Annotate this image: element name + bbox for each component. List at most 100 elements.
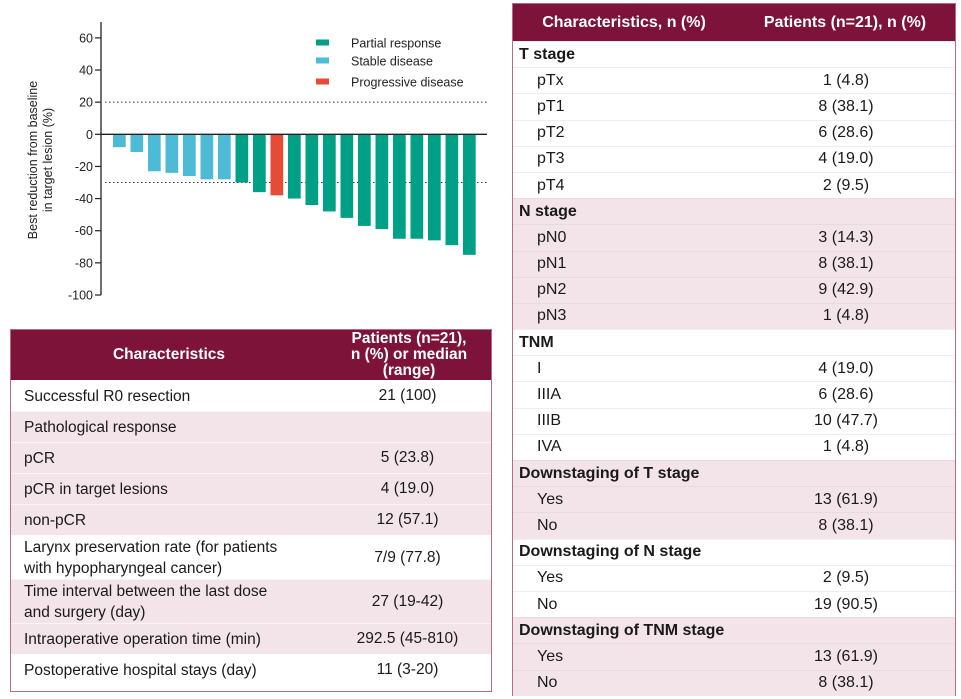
- legend-swatch: [316, 57, 329, 64]
- table-row: pCR 5 (23.8): [11, 442, 491, 473]
- y-tick-label: 60: [79, 31, 93, 45]
- section-label: Downstaging of T stage: [519, 464, 700, 482]
- row-value: 1 (4.8): [822, 71, 870, 89]
- bar: [410, 134, 424, 239]
- row-label: IIIA: [537, 386, 562, 404]
- table-row: pT2 6 (28.6): [513, 119, 955, 146]
- y-axis-label-line-1: Best reduction from baseline: [26, 81, 40, 239]
- table-row: Yes 13 (61.9): [513, 643, 955, 670]
- row-value: 2 (9.5): [822, 176, 870, 194]
- bar: [253, 134, 266, 193]
- table-row: Yes 13 (61.9): [513, 486, 955, 513]
- row-label: pT2: [537, 124, 565, 142]
- table-row: No 19 (90.5): [513, 590, 955, 617]
- table-row: IIIB 10 (47.7): [513, 407, 955, 434]
- table-row: pN3 1 (4.8): [513, 302, 955, 330]
- legend-swatch: [316, 78, 329, 85]
- section-label: Downstaging of TNM stage: [519, 621, 725, 639]
- row-value: 3 (14.3): [818, 228, 874, 246]
- section-header-row: T stage: [513, 41, 955, 67]
- row-value: 10 (47.7): [813, 412, 879, 430]
- table-row: IVA 1 (4.8): [513, 433, 955, 460]
- header-patients: Patients (n=21), n (%): [763, 13, 927, 31]
- row-label-line-1: Successful R0 resection: [24, 387, 191, 405]
- table-row: Yes 2 (9.5): [513, 564, 955, 591]
- row-label-line-1: pCR: [24, 449, 56, 467]
- row-label: IVA: [537, 438, 562, 456]
- row-value: 292.5 (45-810): [356, 630, 459, 647]
- y-tick-label: -60: [75, 224, 93, 238]
- bar: [130, 134, 144, 152]
- table-header: Characteristics, n (%) Patients (n=21), …: [513, 4, 955, 41]
- table-row: pTx 1 (4.8): [513, 67, 955, 93]
- row-value: 27 (19-42): [371, 592, 444, 610]
- y-tick-label: 0: [86, 128, 93, 142]
- bar: [113, 134, 126, 148]
- row-value: 2 (9.5): [822, 569, 870, 587]
- row-value: 7/9 (77.8): [374, 548, 441, 566]
- bar: [235, 134, 249, 183]
- table-row: non-pCR 12 (57.1): [11, 504, 491, 535]
- bar: [165, 134, 179, 173]
- y-tick-label: -20: [75, 160, 93, 174]
- table-row: pN1 8 (38.1): [513, 250, 955, 277]
- y-tick-label: -80: [75, 256, 93, 270]
- header-patients-line-2: n (%) or median (range): [350, 346, 468, 379]
- row-value: 5 (23.8): [380, 449, 435, 466]
- section-header-row: Downstaging of T stage: [513, 460, 955, 487]
- row-value: 13 (61.9): [813, 647, 879, 665]
- row-value: 8 (38.1): [818, 97, 874, 115]
- row-label: No: [537, 674, 558, 692]
- row-value: 4 (19.0): [818, 150, 874, 168]
- section-header-row: N stage: [513, 198, 955, 225]
- table-row: Successful R0 resection 21 (100): [11, 380, 491, 411]
- table-row: I 4 (19.0): [513, 355, 955, 381]
- bar: [288, 134, 301, 199]
- row-label: pT3: [537, 150, 565, 168]
- header-patients-line-1: Patients (n=21),: [351, 330, 467, 347]
- staging-table: Characteristics, n (%) Patients (n=21), …: [512, 3, 956, 696]
- section-label: N stage: [519, 202, 577, 220]
- header-characteristics: Characteristics: [112, 346, 225, 363]
- legend-item: Stable disease: [316, 55, 433, 69]
- row-value: 6 (28.6): [818, 386, 874, 404]
- row-label: pT4: [537, 176, 565, 194]
- bar: [270, 134, 284, 196]
- row-label: non-pCR: [11, 510, 324, 531]
- y-axis-label: Best reduction from baseline in target l…: [26, 81, 55, 239]
- row-value: 1 (4.8): [822, 438, 870, 456]
- row-label: No: [537, 516, 558, 534]
- legend-item: Partial response: [316, 37, 441, 51]
- row-label: pN3: [537, 307, 567, 325]
- bar: [393, 134, 406, 239]
- row-value: 11 (3-20): [376, 661, 439, 678]
- table-row: pT3 4 (19.0): [513, 145, 955, 172]
- y-tick-label: 40: [79, 64, 93, 78]
- header-patients: Patients (n=21), n (%) or median (range): [327, 331, 491, 379]
- bar: [463, 134, 476, 255]
- bar: [323, 134, 336, 212]
- row-label-line-1: non-pCR: [24, 511, 87, 529]
- row-label: Pathological response: [11, 417, 324, 438]
- section-label: Downstaging of N stage: [519, 543, 702, 561]
- waterfall-chart: Best reduction from baseline in target l…: [26, 22, 487, 303]
- table-row: pCR in target lesions 4 (19.0): [11, 473, 491, 504]
- row-label: pN2: [537, 281, 567, 299]
- table-row: No 8 (38.1): [513, 669, 955, 696]
- row-label-line-2: with hypopharyngeal cancer): [24, 559, 223, 577]
- row-label-line-1: Postoperative hospital stays (day): [24, 661, 257, 679]
- row-label-line-1: Intraoperative operation time (min): [24, 630, 261, 648]
- section-header-row: Downstaging of N stage: [513, 538, 955, 565]
- row-label: IIIB: [537, 412, 562, 430]
- row-label: I: [537, 359, 542, 377]
- y-tick-label: -100: [68, 289, 93, 303]
- row-label: pN0: [537, 228, 567, 246]
- legend-label: Progressive disease: [351, 76, 464, 90]
- bar: [218, 134, 231, 180]
- legend-label: Stable disease: [351, 55, 433, 69]
- row-value: 6 (28.6): [818, 124, 874, 142]
- bar: [148, 134, 161, 172]
- row-label: Yes: [537, 490, 564, 508]
- section-label: TNM: [519, 333, 554, 351]
- bar: [340, 134, 354, 218]
